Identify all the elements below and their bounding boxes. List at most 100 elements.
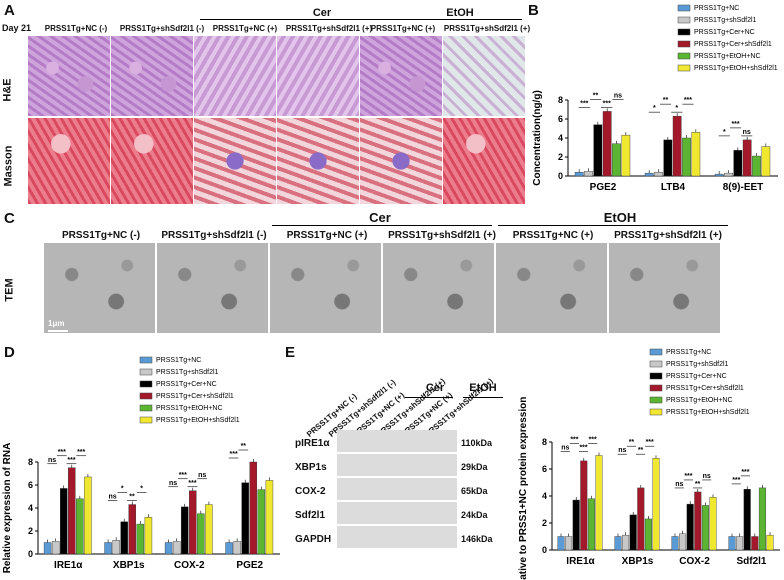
legend-label: PRSS1Tg+EtOH+shSdf2l1 [666,409,750,416]
legend-swatch [139,392,153,400]
bar [743,489,751,551]
significance-label: ** [129,494,135,501]
legend-label: PRSS1Tg+EtOH+shSdf2l1 [156,417,240,424]
bar [144,516,153,555]
bar [120,521,128,555]
blot-etoh-line [463,397,503,398]
legend-swatch [649,396,663,404]
y-tick-label: 4 [28,503,33,513]
significance-label: ns [169,480,177,487]
bar [644,172,654,177]
y-tick-label: 2 [28,526,33,536]
blot-size-4: 24kDa [461,510,488,520]
y-tick-label: 8 [28,457,33,467]
scale-bar [48,330,68,332]
significance-label: *** [731,121,739,128]
y-tick-label: 0 [558,171,563,181]
col-label-3: PRSS1Tg+NC (+) [212,24,278,33]
legend-swatch [649,372,663,380]
bar [644,518,652,551]
bar [43,542,52,555]
legend-swatch [649,360,663,368]
x-tick-label: COX-2 [174,560,205,571]
legend-swatch [677,52,691,60]
blot-strip-3 [337,478,457,500]
bar [694,491,702,551]
bar [112,539,120,555]
significance-label: * [140,486,143,493]
x-tick-label: IRE1α [566,556,595,567]
bar [709,497,717,551]
legend-swatch [677,16,691,24]
y-tick-label: 8 [542,437,547,447]
bar [593,124,603,177]
bar [257,489,266,555]
blot-strip-5 [337,526,457,548]
y-tick-label: 0 [542,545,547,555]
bar [557,536,565,551]
significance-label: ns [703,473,711,480]
legend-label: PRSS1Tg+NC [156,357,201,364]
y-tick-label: 6 [558,114,563,124]
bar [59,488,68,555]
legend-swatch [649,408,663,416]
panel-letter-a: A [4,2,15,19]
bar [742,139,752,177]
legend-swatch [649,384,663,392]
group-cer-label: Cer [312,7,332,19]
tem-row-label: TEM [3,278,16,302]
tem-image-5 [496,243,607,333]
tem-image-4 [383,243,494,333]
legend-swatch [677,4,691,12]
legend-swatch [139,368,153,376]
x-tick-label: LTB4 [661,182,686,193]
tem-image-2 [157,243,268,333]
bar [724,172,733,177]
bar [733,150,743,177]
significance-label: *** [732,477,740,484]
y-axis-label: Concentration(ng/g) [532,90,543,186]
y-tick-label: 6 [28,480,33,490]
significance-label: *** [58,449,66,456]
legend-label: PRSS1Tg+Cer+shSdf2l1 [156,393,234,400]
tem-col-1: PRSS1Tg+NC (-) [61,230,141,241]
micrograph-masson-4 [277,118,359,204]
legend-label: PRSS1Tg+NC [694,5,739,12]
row-label-masson: Masson [2,145,15,187]
tem-group-etoh: EtOH [603,210,637,225]
micrograph-he-2 [111,36,193,116]
significance-label: *** [188,480,196,487]
bar [652,457,660,551]
legend-label: PRSS1Tg+Cer+shSdf2l1 [694,41,772,48]
bar [587,498,595,551]
group-cer-line [200,19,440,20]
micrograph-he-3 [194,36,276,116]
significance-label: *** [646,439,654,446]
bar [682,137,691,177]
bar [761,146,771,177]
bar [752,155,761,177]
micrograph-he-6 [443,36,525,116]
legend-swatch [677,28,691,36]
significance-label: ns [675,481,683,488]
x-tick-label: Sdf2l1 [736,556,766,567]
legend-label: PRSS1Tg+Cer+shSdf2l1 [666,385,744,392]
significance-label: * [675,105,678,112]
legend-label: PRSS1Tg+EtOH+NC [666,397,733,404]
significance-label: *** [77,449,85,456]
micrograph-masson-5 [360,118,442,204]
panel-letter-e: E [285,344,296,361]
legend-swatch [677,40,691,48]
legend-label: PRSS1Tg+shSdf2l1 [156,369,219,376]
bar [136,523,145,555]
tem-cer-line [272,225,492,226]
x-tick-label: 8(9)-EET [723,182,764,193]
bar [225,542,233,555]
y-axis-label: Relative expression of RNA [2,443,13,574]
bar [197,513,205,555]
bar [672,115,682,177]
blot-group-cer: Cer [425,382,445,394]
bar [180,506,189,555]
bar [104,542,112,555]
y-tick-label: 2 [558,152,563,162]
